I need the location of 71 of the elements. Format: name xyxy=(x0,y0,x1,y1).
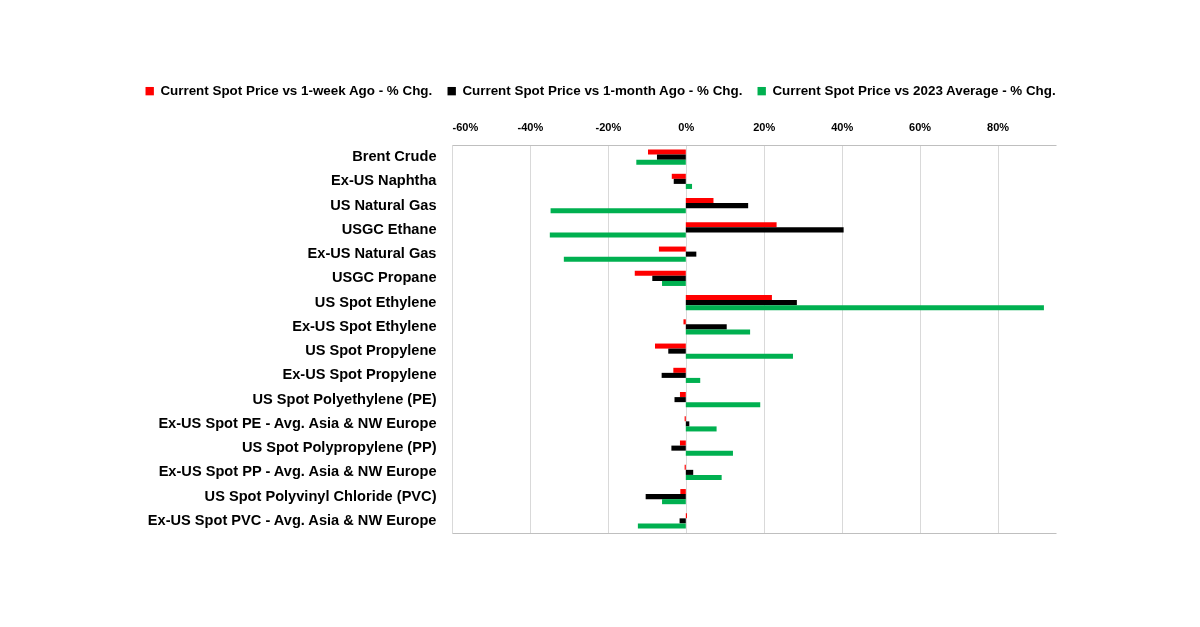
y-tick-label: US Natural Gas xyxy=(330,196,437,213)
bar xyxy=(685,474,722,480)
bar xyxy=(685,203,749,209)
bar xyxy=(673,178,686,184)
y-tick-label: Ex-US Spot Ethylene xyxy=(292,317,437,334)
bar xyxy=(685,295,772,301)
bar xyxy=(652,275,686,281)
bar xyxy=(673,367,686,373)
bar xyxy=(679,392,686,398)
y-tick-label: US Spot Polyvinyl Chloride (PVC) xyxy=(204,487,437,504)
y-tick-label: US Spot Polypropylene (PP) xyxy=(241,439,437,456)
bar xyxy=(685,402,761,408)
bar xyxy=(645,494,686,500)
legend-label: Current Spot Price vs 1-week Ago - % Chg. xyxy=(160,83,433,99)
bar xyxy=(636,159,686,165)
bar xyxy=(685,353,793,359)
bar xyxy=(637,523,686,529)
x-tick-label: 0% xyxy=(678,120,695,133)
y-tick-label: Ex-US Natural Gas xyxy=(307,245,437,262)
x-tick-label: -20% xyxy=(595,120,622,133)
bar xyxy=(662,499,686,505)
bar xyxy=(685,198,714,204)
x-tick-label: 20% xyxy=(753,120,776,133)
bar xyxy=(662,280,686,286)
y-tick-label: US Spot Ethylene xyxy=(314,293,437,310)
y-tick-label: Ex-US Spot PVC - Avg. Asia & NW Europe xyxy=(147,511,437,528)
bar xyxy=(685,251,697,257)
bar xyxy=(685,305,1044,311)
bar xyxy=(685,324,727,330)
y-tick-label: Ex-US Naphtha xyxy=(331,172,438,189)
bar xyxy=(549,232,686,238)
bar xyxy=(658,246,686,252)
bar xyxy=(648,149,686,155)
bar xyxy=(679,518,686,524)
x-tick-label: 80% xyxy=(987,120,1010,133)
bar xyxy=(680,489,686,495)
x-tick-label: -40% xyxy=(517,120,544,133)
y-tick-label: US Spot Polyethylene (PE) xyxy=(252,390,437,407)
bar xyxy=(683,319,686,325)
y-tick-label: Ex-US Spot PP - Avg. Asia & NW Europe xyxy=(158,463,437,480)
bar xyxy=(685,377,701,383)
bar xyxy=(679,440,686,446)
bar xyxy=(685,450,733,456)
y-tick-label: USGC Propane xyxy=(331,269,437,286)
y-tick-label: Brent Crude xyxy=(352,148,437,165)
bar xyxy=(685,222,777,228)
x-tick-label: 60% xyxy=(909,120,932,133)
y-tick-label: USGC Ethane xyxy=(341,220,437,237)
bar xyxy=(685,227,844,233)
bar xyxy=(656,154,686,160)
legend-label: Current Spot Price vs 1-month Ago - % Chg. xyxy=(462,83,743,99)
bar xyxy=(671,445,686,451)
bar xyxy=(685,329,751,335)
bar xyxy=(685,183,693,189)
bar xyxy=(674,397,686,403)
bar xyxy=(671,173,686,179)
bar xyxy=(685,300,797,306)
bar xyxy=(685,469,694,475)
y-tick-label: Ex-US Spot PE - Avg. Asia & NW Europe xyxy=(158,414,437,431)
x-tick-label: 40% xyxy=(831,120,854,133)
bar xyxy=(563,256,686,262)
legend-label: Current Spot Price vs 2023 Average - % Chg. xyxy=(772,83,1056,99)
bar xyxy=(668,348,686,354)
bar xyxy=(634,270,686,276)
bar xyxy=(655,343,686,349)
bar xyxy=(550,208,686,214)
y-tick-label: Ex-US Spot Propylene xyxy=(282,366,437,383)
y-tick-label: US Spot Propylene xyxy=(305,342,437,359)
x-tick-label: -60% xyxy=(452,120,479,133)
bar xyxy=(685,426,717,432)
bar xyxy=(661,372,686,378)
